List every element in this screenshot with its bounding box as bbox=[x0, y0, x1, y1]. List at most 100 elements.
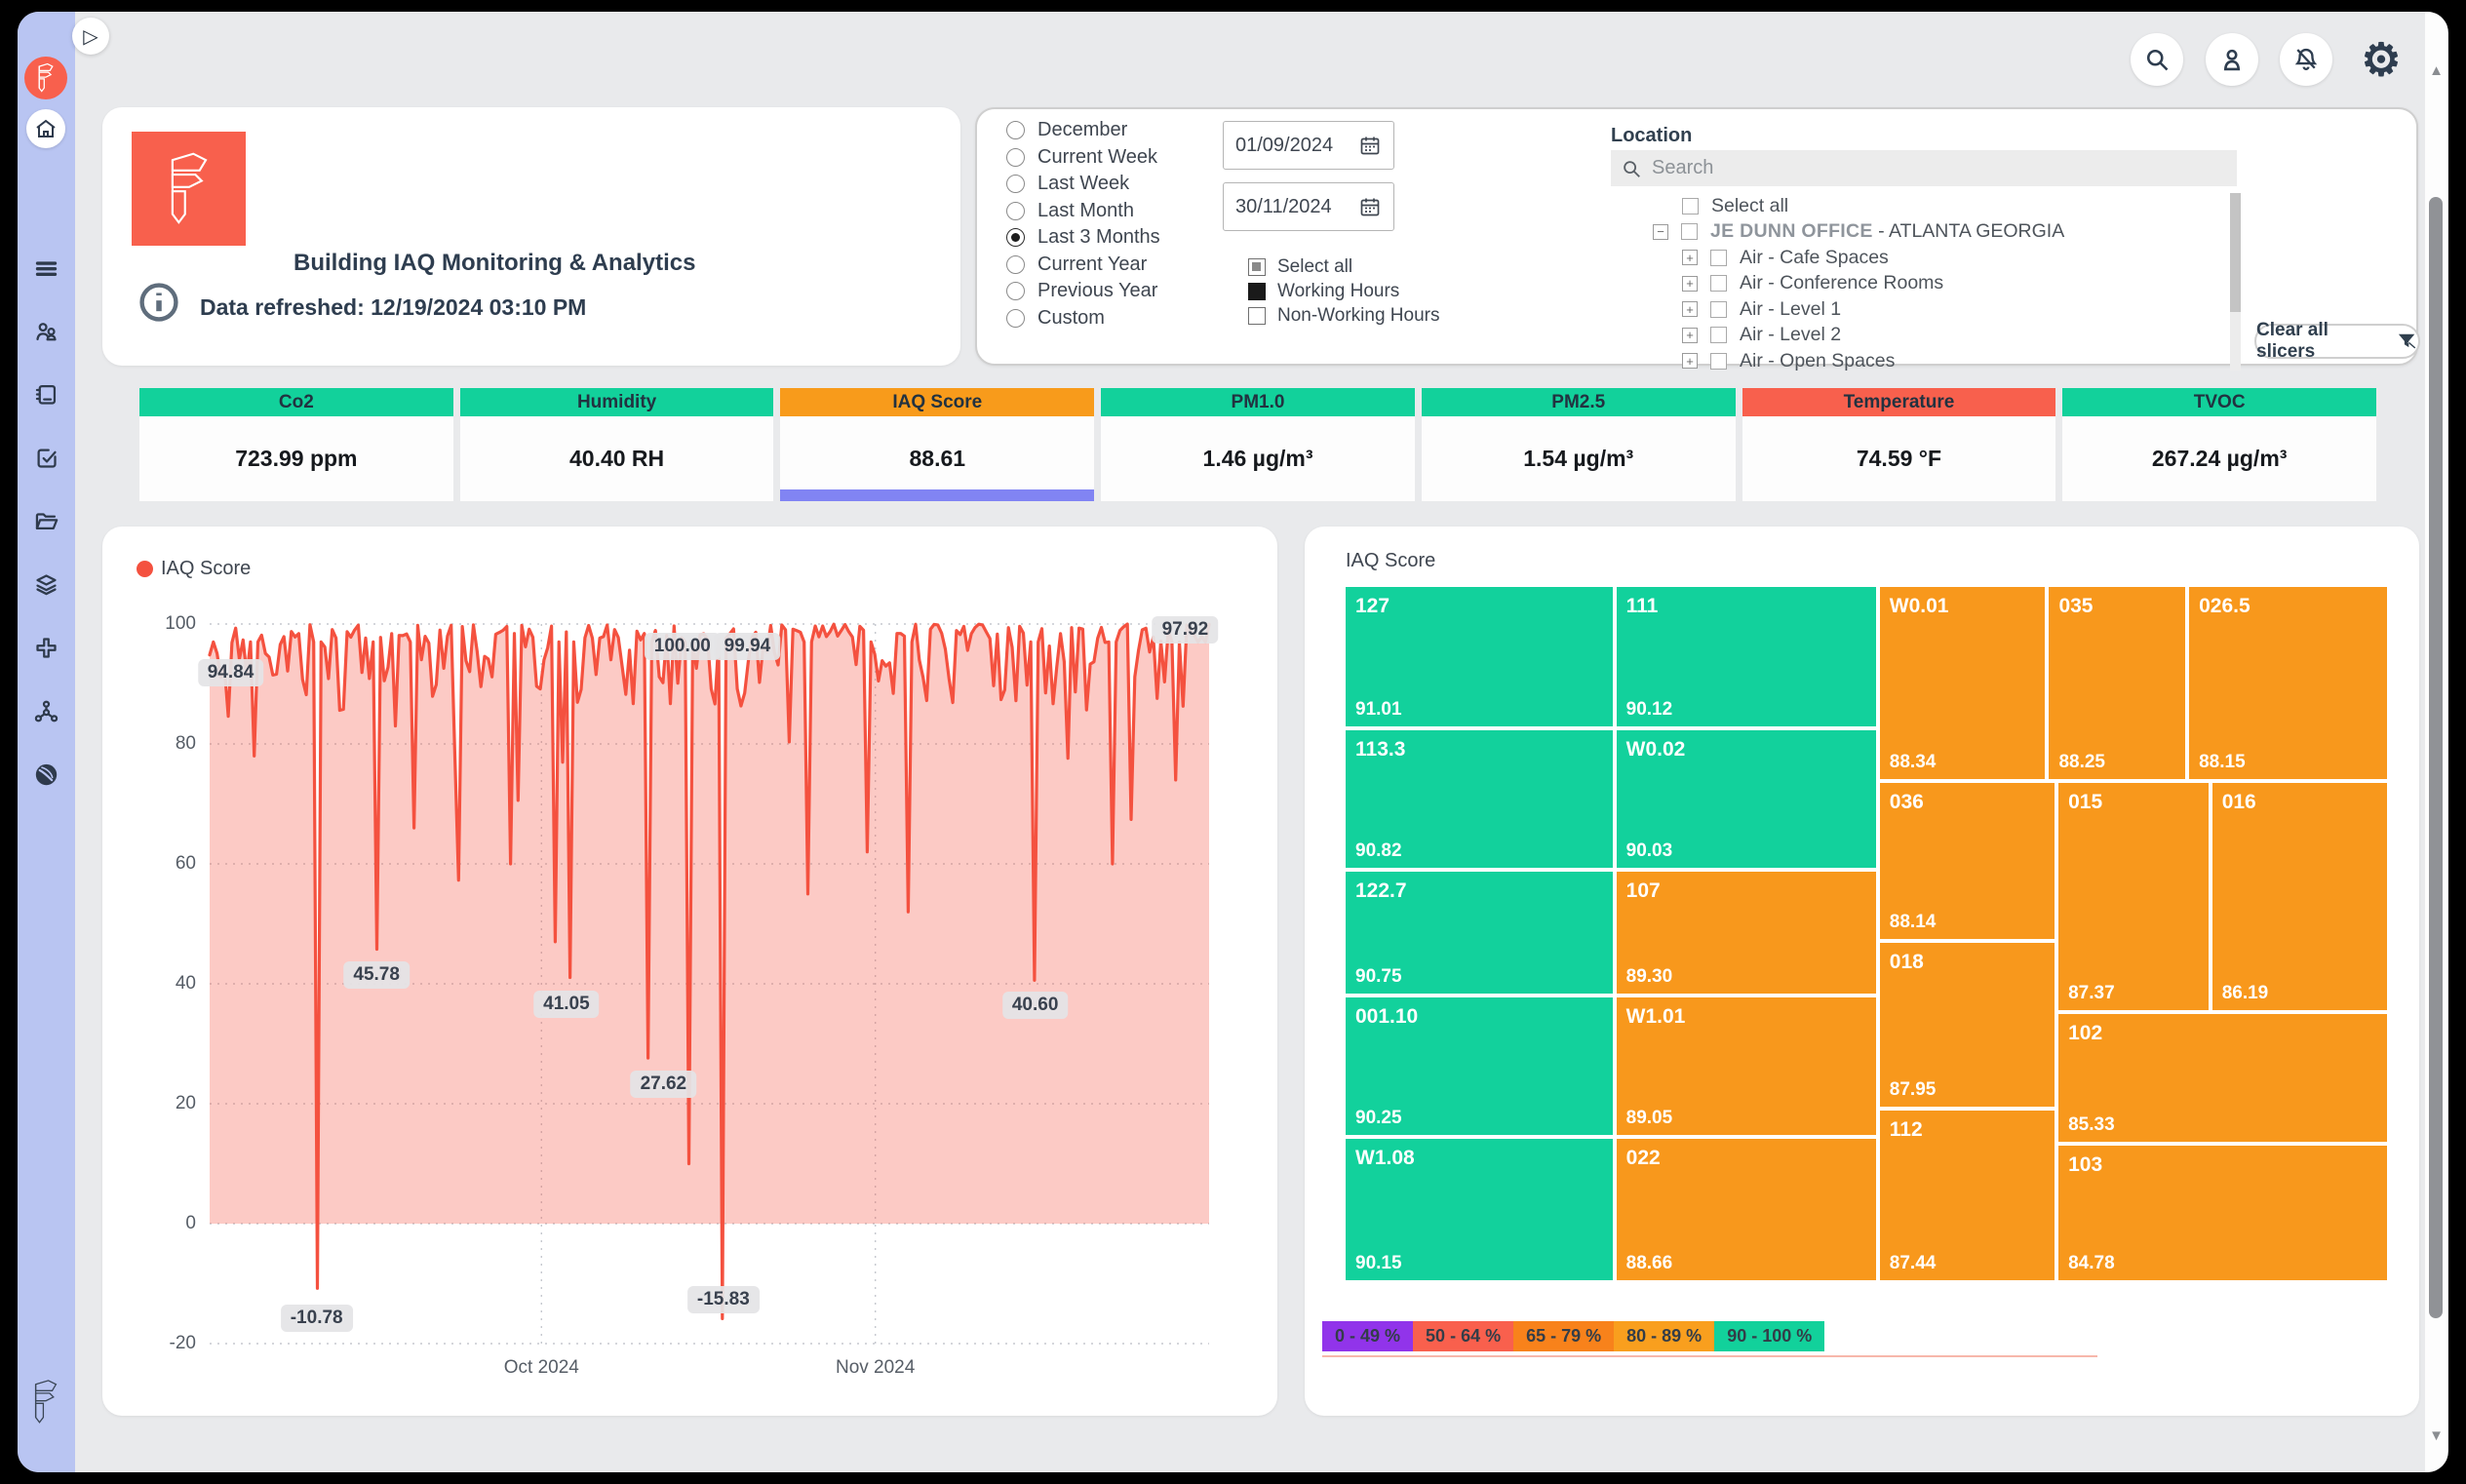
treemap-tile-001-10[interactable]: 001.1090.25 bbox=[1344, 996, 1615, 1137]
tile-name: 016 bbox=[2222, 791, 2377, 814]
treemap-tile-w1-01[interactable]: W1.0189.05 bbox=[1615, 996, 1878, 1137]
treemap-tile-103[interactable]: 10384.78 bbox=[2056, 1144, 2389, 1282]
checkbox-icon[interactable] bbox=[1710, 327, 1727, 343]
expand-icon[interactable]: + bbox=[1682, 276, 1698, 292]
treemap-tile-w0-01[interactable]: W0.0188.34 bbox=[1878, 585, 2048, 781]
search-button[interactable] bbox=[2131, 33, 2183, 86]
expand-icon[interactable]: + bbox=[1682, 301, 1698, 317]
hours-option-non-working-hours[interactable]: Non-Working Hours bbox=[1248, 304, 1439, 328]
tree-item-air-cafe-spaces[interactable]: +Air - Cafe Spaces bbox=[1611, 245, 2225, 271]
treemap-tile-026-5[interactable]: 026.588.15 bbox=[2187, 585, 2389, 781]
treemap: 12791.01113.390.82122.790.75001.1090.25W… bbox=[1344, 585, 2389, 1282]
location-search-box[interactable] bbox=[1611, 150, 2237, 186]
treemap-tile-112[interactable]: 11287.44 bbox=[1878, 1109, 2056, 1282]
hours-option-working-hours[interactable]: Working Hours bbox=[1248, 280, 1439, 303]
checkbox-icon[interactable] bbox=[1710, 275, 1727, 292]
period-option-previous-year[interactable]: Previous Year bbox=[1006, 278, 1160, 305]
profile-button[interactable] bbox=[2206, 33, 2258, 86]
kpi-card-temperature[interactable]: Temperature74.59 °F bbox=[1742, 388, 2056, 501]
play-button[interactable]: ▷ bbox=[72, 18, 109, 55]
checkbox-icon[interactable] bbox=[1710, 353, 1727, 370]
tree-item-je-dunn-office[interactable]: − JE DUNN OFFICE - ATLANTA GEORGIA bbox=[1611, 219, 2225, 246]
clear-all-slicers-button[interactable]: Clear all slicers bbox=[2254, 324, 2420, 359]
treemap-tile-022[interactable]: 02288.66 bbox=[1615, 1137, 1878, 1282]
period-option-december[interactable]: December bbox=[1006, 117, 1160, 144]
expand-icon[interactable]: + bbox=[1682, 328, 1698, 343]
scrollbar-thumb[interactable] bbox=[2429, 197, 2443, 1318]
radio-icon bbox=[1006, 202, 1025, 220]
app-window: ▷ bbox=[18, 12, 2448, 1472]
expand-icon[interactable]: + bbox=[1682, 353, 1698, 369]
treemap-tile-018[interactable]: 01887.95 bbox=[1878, 941, 2056, 1109]
tree-item-air-level-2[interactable]: + Air - Level 2 bbox=[1611, 323, 2225, 349]
treemap-tile-102[interactable]: 10285.33 bbox=[2056, 1012, 2389, 1144]
tree-item-air-open-spaces[interactable]: +Air - Open Spaces bbox=[1611, 348, 2225, 374]
kpi-value: 88.61 bbox=[780, 416, 1094, 501]
scroll-up-icon[interactable]: ▲ bbox=[2425, 62, 2447, 79]
tree-item-select-all[interactable]: Select all bbox=[1611, 193, 2225, 219]
date-to-input[interactable]: 30/11/2024 bbox=[1223, 182, 1394, 231]
notebook-icon[interactable] bbox=[33, 380, 60, 408]
checkbox-icon[interactable] bbox=[1710, 250, 1727, 266]
users-icon[interactable] bbox=[33, 317, 60, 344]
scroll-down-icon[interactable]: ▼ bbox=[2425, 1427, 2447, 1444]
kpi-card-co2[interactable]: Co2723.99 ppm bbox=[139, 388, 453, 501]
info-icon bbox=[137, 281, 180, 324]
treemap-tile-113-3[interactable]: 113.390.82 bbox=[1344, 728, 1615, 870]
checkbox-icon bbox=[1248, 283, 1266, 300]
checkbox-icon[interactable] bbox=[1682, 198, 1699, 215]
plus-cross-icon[interactable] bbox=[33, 634, 60, 661]
treemap-tile-w1-08[interactable]: W1.0890.15 bbox=[1344, 1137, 1615, 1282]
sphere-icon[interactable] bbox=[33, 761, 60, 788]
checkbox-icon[interactable] bbox=[1710, 301, 1727, 318]
line-chart-plot[interactable]: 94.84100.0099.9497.9245.7841.0527.6240.6… bbox=[210, 624, 1209, 1344]
period-option-last-3-months[interactable]: Last 3 Months bbox=[1006, 224, 1160, 252]
location-tree-scrollbar[interactable] bbox=[2230, 193, 2241, 371]
period-option-last-month[interactable]: Last Month bbox=[1006, 198, 1160, 225]
layers-icon[interactable] bbox=[33, 570, 60, 598]
data-refreshed-label: Data refreshed: 12/19/2024 03:10 PM bbox=[200, 294, 586, 321]
treemap-tile-107[interactable]: 10789.30 bbox=[1615, 870, 1878, 996]
home-button[interactable] bbox=[26, 109, 65, 148]
tile-value: 91.01 bbox=[1355, 699, 1402, 721]
kpi-card-iaqscore[interactable]: IAQ Score88.61 bbox=[780, 388, 1094, 501]
kpi-card-pm10[interactable]: PM1.01.46 µg/m³ bbox=[1101, 388, 1415, 501]
treemap-tile-122-7[interactable]: 122.790.75 bbox=[1344, 870, 1615, 996]
settings-button[interactable]: ⚙ bbox=[2355, 33, 2407, 86]
tree-item-label: Air - Conference Rooms bbox=[1740, 272, 1943, 294]
treemap-tile-015[interactable]: 01587.37 bbox=[2056, 781, 2211, 1012]
treemap-tile-035[interactable]: 03588.25 bbox=[2047, 585, 2187, 781]
date-from-input[interactable]: 01/09/2024 bbox=[1223, 121, 1394, 170]
kpi-card-humidity[interactable]: Humidity40.40 RH bbox=[460, 388, 774, 501]
period-option-custom[interactable]: Custom bbox=[1006, 305, 1160, 332]
expand-icon[interactable]: + bbox=[1682, 250, 1698, 265]
checkbox-icon[interactable] bbox=[1681, 223, 1698, 240]
period-option-current-year[interactable]: Current Year bbox=[1006, 252, 1160, 279]
kpi-value: 40.40 RH bbox=[460, 416, 774, 501]
brand-logo-button[interactable] bbox=[24, 57, 67, 99]
vertical-scrollbar[interactable]: ▲ ▼ bbox=[2425, 12, 2447, 1472]
treemap-tile-111[interactable]: 11190.12 bbox=[1615, 585, 1878, 728]
folder-icon[interactable] bbox=[33, 507, 60, 534]
period-option-current-week[interactable]: Current Week bbox=[1006, 144, 1160, 172]
menu-stack-icon[interactable] bbox=[33, 254, 60, 281]
kpi-card-tvoc[interactable]: TVOC267.24 µg/m³ bbox=[2062, 388, 2376, 501]
hours-option-select-all[interactable]: Select all bbox=[1248, 255, 1439, 279]
treemap-tile-036[interactable]: 03688.14 bbox=[1878, 781, 2056, 941]
tree-item-label: Air - Level 2 bbox=[1740, 324, 1841, 346]
treemap-tile-w0-02[interactable]: W0.0290.03 bbox=[1615, 728, 1878, 870]
kpi-card-pm25[interactable]: PM2.51.54 µg/m³ bbox=[1422, 388, 1736, 501]
notifications-button[interactable] bbox=[2280, 33, 2332, 86]
tree-item-air-conference-rooms[interactable]: + Air - Conference Rooms bbox=[1611, 271, 2225, 297]
form-check-icon[interactable] bbox=[33, 444, 60, 471]
collapse-icon[interactable]: − bbox=[1653, 224, 1668, 240]
treemap-tile-016[interactable]: 01686.19 bbox=[2211, 781, 2389, 1012]
tree-item-air-level-1[interactable]: +Air - Level 1 bbox=[1611, 296, 2225, 323]
tree-item-label: JE DUNN OFFICE - ATLANTA GEORGIA bbox=[1710, 220, 2064, 243]
period-option-last-week[interactable]: Last Week bbox=[1006, 171, 1160, 198]
network-icon[interactable] bbox=[33, 697, 60, 724]
kpi-value: 1.54 µg/m³ bbox=[1422, 416, 1736, 501]
location-search-input[interactable] bbox=[1652, 157, 2227, 179]
calendar-icon bbox=[1358, 134, 1382, 157]
treemap-tile-127[interactable]: 12791.01 bbox=[1344, 585, 1615, 728]
